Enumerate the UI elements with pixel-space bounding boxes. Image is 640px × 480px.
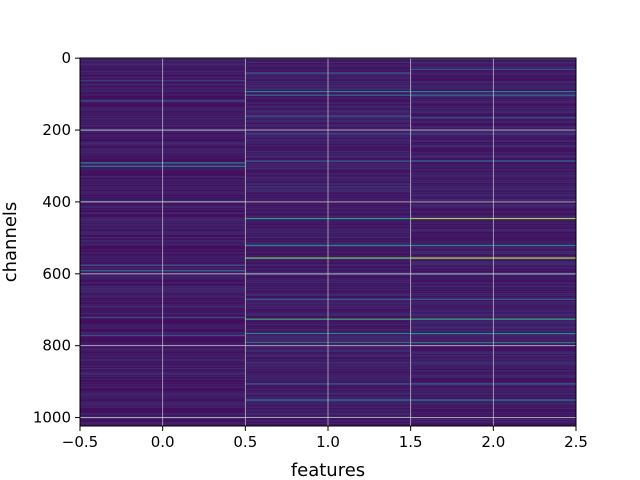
y-tick-label: 0 — [61, 49, 71, 67]
grid-lines — [80, 58, 576, 426]
y-axis-label: channels — [0, 202, 21, 283]
x-tick-label: −0.5 — [62, 433, 98, 451]
x-tick-label: 2.0 — [481, 433, 505, 451]
x-tick-label: 0.0 — [151, 433, 175, 451]
x-tick-label: 2.5 — [564, 433, 588, 451]
x-tick-label: 1.0 — [316, 433, 340, 451]
y-tick-label: 600 — [42, 265, 71, 283]
y-tick-label: 200 — [42, 121, 71, 139]
y-tick-label: 400 — [42, 193, 71, 211]
x-tick-label: 1.5 — [399, 433, 423, 451]
x-tick-label: 0.5 — [233, 433, 257, 451]
x-axis: −0.5 0.0 0.5 1.0 1.5 2.0 2.5 — [62, 426, 588, 451]
y-tick-label: 1000 — [33, 409, 71, 427]
plot-area — [80, 58, 576, 426]
y-axis: 0 200 400 600 800 1000 — [33, 49, 80, 427]
x-axis-label: features — [291, 460, 365, 480]
y-tick-label: 800 — [42, 337, 71, 355]
